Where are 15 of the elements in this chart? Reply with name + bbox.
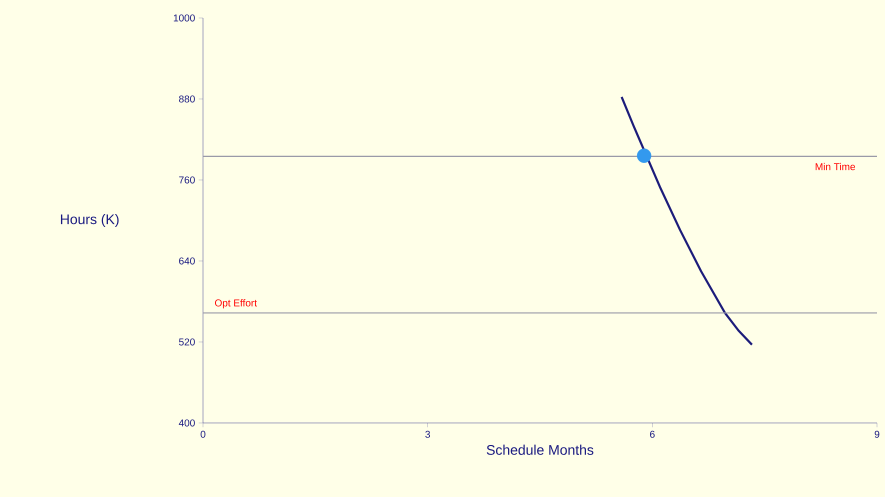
y-axis-title: Hours (K)	[60, 214, 119, 227]
line-series	[620, 96, 754, 346]
ref-line-label: Opt Effort	[214, 299, 257, 308]
x-axis-title: Schedule Months	[486, 444, 594, 455]
y-tick-label: 640	[179, 257, 195, 265]
y-tick-label: 1000	[174, 14, 195, 22]
ref-line-label: Min Time	[816, 162, 856, 170]
y-tick-label: 880	[179, 95, 195, 103]
x-tick-label: 0	[200, 430, 206, 438]
x-tick-label: 9	[874, 430, 880, 438]
x-tick-label: 6	[650, 430, 655, 438]
y-tick-label: 760	[179, 176, 195, 184]
x-tick-label: 3	[425, 430, 430, 438]
y-tick-label: 520	[179, 338, 195, 346]
y-tick-label: 400	[178, 419, 195, 427]
